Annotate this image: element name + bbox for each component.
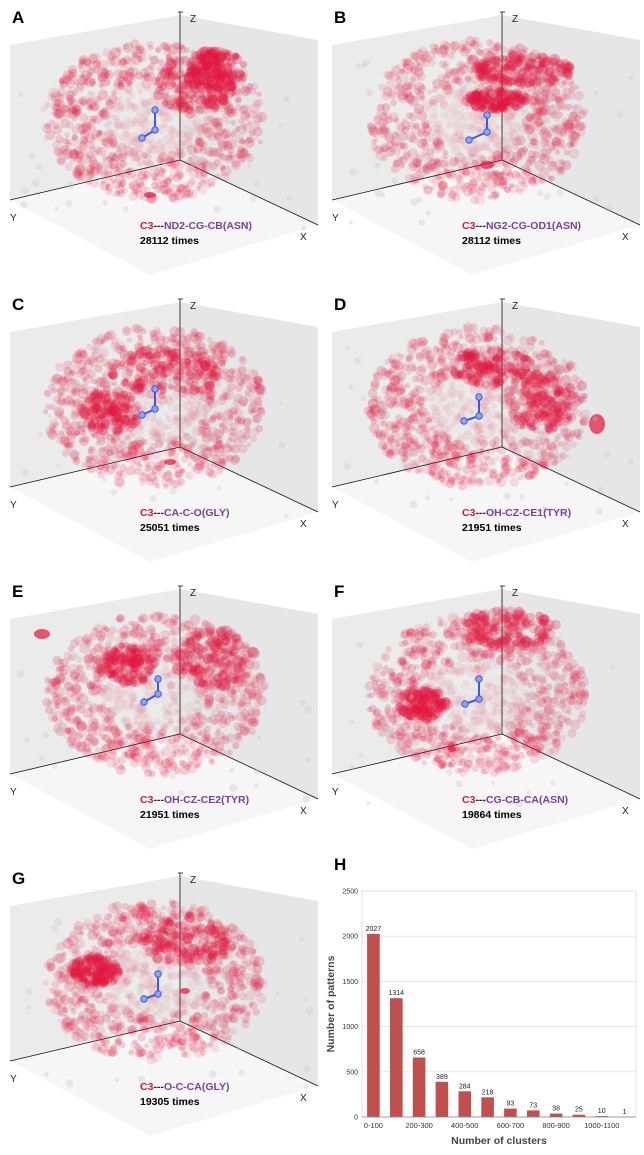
occurrence-count: 21951 times bbox=[140, 809, 200, 821]
z-axis-label: Z bbox=[190, 301, 196, 312]
bar bbox=[367, 934, 380, 1117]
data-label: 38 bbox=[552, 1106, 560, 1113]
x-tick-label: 1000-1100 bbox=[584, 1121, 619, 1130]
x-axis-label: X bbox=[622, 519, 629, 530]
z-axis-label: Z bbox=[512, 14, 518, 25]
data-label: 1 bbox=[623, 1109, 627, 1116]
data-label: 2027 bbox=[366, 926, 382, 933]
pattern-label: C3---NG2-CG-OD1(ASN) bbox=[462, 220, 581, 232]
bar bbox=[527, 1110, 540, 1117]
data-label: 284 bbox=[459, 1083, 471, 1090]
data-label: 25 bbox=[575, 1107, 583, 1114]
x-axis-label: X bbox=[300, 519, 307, 530]
occurrence-count: 19864 times bbox=[462, 809, 522, 821]
scatter-3d-plot: Z Y X C3---ND2-CG-CB(ASN) 28112 times bbox=[0, 0, 322, 287]
x-axis-label: X bbox=[300, 1093, 307, 1104]
z-axis-label: Z bbox=[512, 301, 518, 312]
y-axis-label: Y bbox=[332, 500, 339, 511]
y-axis-label: Y bbox=[10, 787, 17, 798]
bar bbox=[459, 1091, 472, 1117]
plot-area bbox=[362, 891, 636, 1117]
y-tick-label: 2000 bbox=[342, 934, 358, 941]
scatter-3d-plot: Z Y X C3---CA-C-O(GLY) 25051 times bbox=[0, 287, 322, 574]
x-axis-label: X bbox=[622, 806, 629, 817]
scatter-3d-plot: Z Y X C3---OH-CZ-CE1(TYR) 21951 times bbox=[322, 287, 644, 574]
x-tick-label: 200-300 bbox=[405, 1121, 433, 1130]
scatter-3d-plot: Z Y X C3---CG-CB-CA(ASN) 19864 times bbox=[322, 574, 644, 861]
data-label: 93 bbox=[507, 1101, 515, 1108]
pattern-label: C3---O-C-CA(GLY) bbox=[140, 1081, 229, 1093]
data-label: 73 bbox=[529, 1102, 537, 1109]
z-axis-label: Z bbox=[190, 875, 196, 886]
bar bbox=[390, 998, 403, 1117]
x-axis-label: X bbox=[300, 232, 307, 243]
data-label: 658 bbox=[413, 1050, 425, 1057]
pattern-label: C3---OH-CZ-CE1(TYR) bbox=[462, 507, 571, 519]
pattern-label: C3---OH-CZ-CE2(TYR) bbox=[140, 794, 249, 806]
z-axis-label: Z bbox=[190, 588, 196, 599]
scatter-3d-plot: Z Y X C3---OH-CZ-CE2(TYR) 21951 times bbox=[0, 574, 322, 861]
data-label: 1314 bbox=[389, 990, 405, 997]
data-label: 10 bbox=[598, 1108, 606, 1115]
data-label: 389 bbox=[436, 1074, 448, 1081]
pattern-label: C3---CG-CB-CA(ASN) bbox=[462, 794, 568, 806]
panel-letter-h: H bbox=[334, 855, 346, 875]
bar bbox=[550, 1114, 563, 1117]
occurrence-count: 21951 times bbox=[462, 522, 522, 534]
bar-chart: 0 500 1000 1500 2000 2500 2027 0-100 1314 658 200-… bbox=[322, 861, 644, 1150]
y-axis-label: Number of patterns bbox=[325, 955, 337, 1052]
bar bbox=[413, 1058, 426, 1118]
x-axis-label: Number of clusters bbox=[451, 1135, 547, 1147]
y-tick-label: 1000 bbox=[342, 1024, 358, 1031]
y-axis-label: Y bbox=[10, 500, 17, 511]
x-tick-label: 0-100 bbox=[364, 1121, 383, 1130]
data-label: 218 bbox=[482, 1089, 494, 1096]
y-axis-label: Y bbox=[332, 787, 339, 798]
x-tick-label: 800-900 bbox=[542, 1121, 570, 1130]
pattern-label: C3---CA-C-O(GLY) bbox=[140, 507, 229, 519]
scatter-3d-plot: Z Y X C3---O-C-CA(GLY) 19305 times bbox=[0, 861, 322, 1148]
x-axis-label: X bbox=[622, 232, 629, 243]
y-axis-label: Y bbox=[10, 213, 17, 224]
occurrence-count: 28112 times bbox=[140, 235, 199, 247]
occurrence-count: 25051 times bbox=[140, 522, 200, 534]
occurrence-count: 28112 times bbox=[462, 235, 521, 247]
y-axis-label: Y bbox=[332, 213, 339, 224]
pattern-label: C3---ND2-CG-CB(ASN) bbox=[140, 220, 252, 232]
y-tick-label: 500 bbox=[346, 1069, 358, 1076]
bar bbox=[436, 1082, 449, 1117]
bar bbox=[481, 1097, 494, 1117]
y-tick-label: 2500 bbox=[342, 889, 358, 896]
x-tick-label: 600-700 bbox=[497, 1121, 525, 1130]
x-axis-label: X bbox=[300, 806, 307, 817]
y-tick-label: 0 bbox=[354, 1115, 358, 1122]
y-tick-label: 1500 bbox=[342, 979, 358, 986]
occurrence-count: 19305 times bbox=[140, 1096, 200, 1108]
z-axis-label: Z bbox=[190, 14, 196, 25]
x-tick-label: 400-500 bbox=[451, 1121, 479, 1130]
scatter-3d-plot: Z Y X C3---NG2-CG-OD1(ASN) 28112 times bbox=[322, 0, 644, 287]
y-axis-label: Y bbox=[10, 1074, 17, 1085]
z-axis-label: Z bbox=[512, 588, 518, 599]
bar bbox=[504, 1109, 517, 1117]
